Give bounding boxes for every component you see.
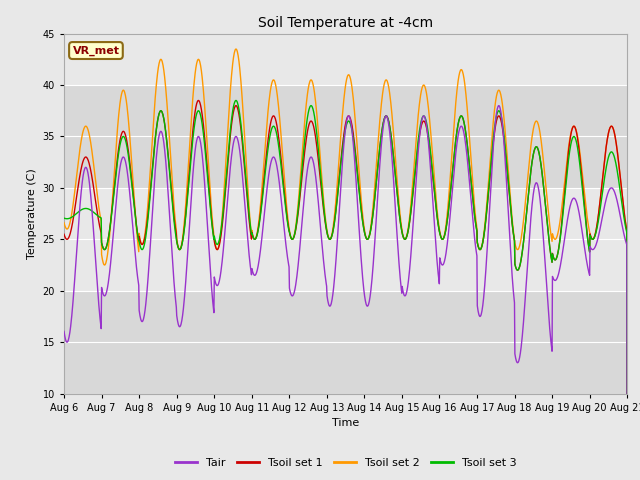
- X-axis label: Time: Time: [332, 418, 359, 428]
- Y-axis label: Temperature (C): Temperature (C): [27, 168, 37, 259]
- Legend: Tair, Tsoil set 1, Tsoil set 2, Tsoil set 3: Tair, Tsoil set 1, Tsoil set 2, Tsoil se…: [170, 453, 521, 472]
- Bar: [64, 85, 627, 188]
- Bar: [64, 188, 627, 291]
- Text: VR_met: VR_met: [72, 46, 120, 56]
- Bar: [64, 34, 627, 85]
- Bar: [64, 291, 627, 394]
- Title: Soil Temperature at -4cm: Soil Temperature at -4cm: [258, 16, 433, 30]
